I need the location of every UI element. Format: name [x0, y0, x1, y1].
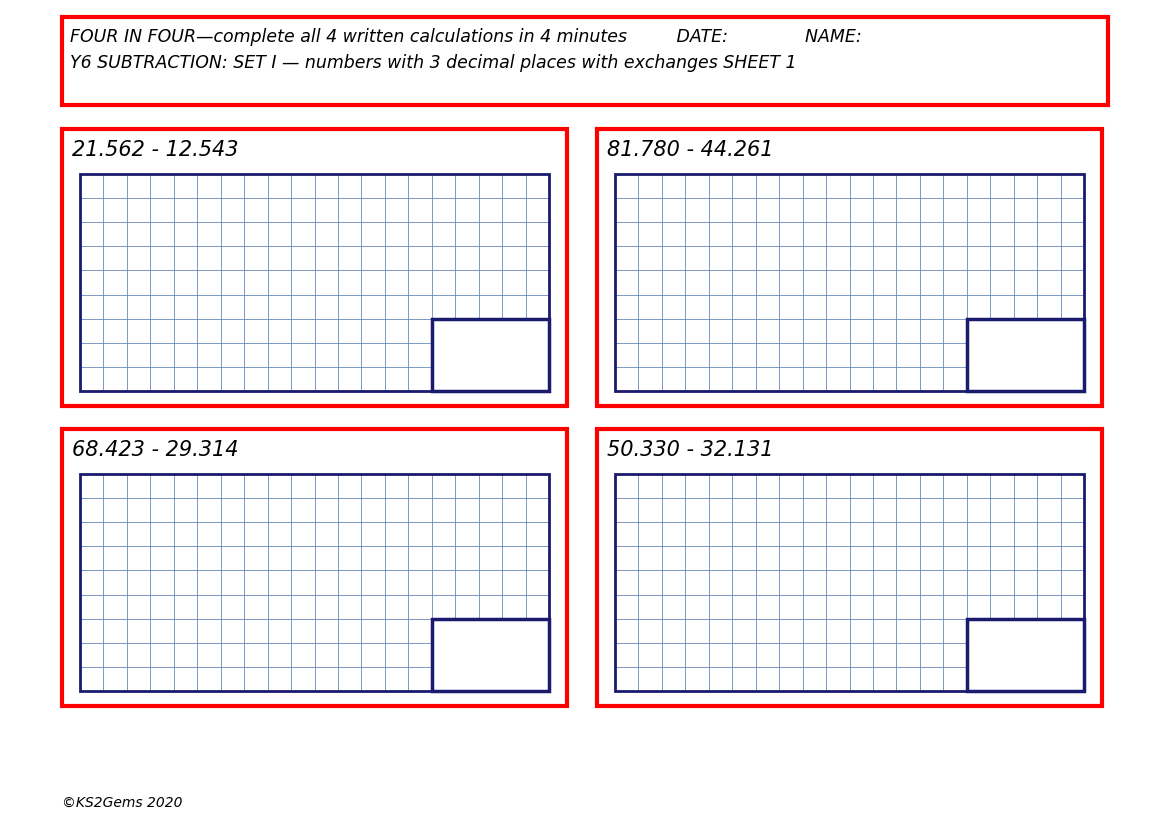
- Bar: [62, 18, 1108, 106]
- Bar: [966, 319, 1083, 391]
- Bar: [80, 174, 549, 391]
- Bar: [432, 319, 549, 391]
- Bar: [615, 475, 1083, 691]
- Text: FOUR IN FOUR—complete all 4 written calculations in 4 minutes         DATE:     : FOUR IN FOUR—complete all 4 written calc…: [70, 28, 862, 46]
- Bar: [615, 174, 1083, 391]
- Text: 50.330 - 32.131: 50.330 - 32.131: [607, 439, 773, 460]
- Bar: [597, 429, 1102, 706]
- Bar: [80, 475, 549, 691]
- Bar: [966, 619, 1083, 691]
- Bar: [615, 174, 1083, 391]
- Bar: [432, 619, 549, 691]
- Text: ©KS2Gems 2020: ©KS2Gems 2020: [62, 795, 183, 809]
- Bar: [80, 475, 549, 691]
- Text: Y6 SUBTRACTION: SET I — numbers with 3 decimal places with exchanges SHEET 1: Y6 SUBTRACTION: SET I — numbers with 3 d…: [70, 54, 797, 72]
- Bar: [597, 130, 1102, 407]
- Text: 81.780 - 44.261: 81.780 - 44.261: [607, 140, 773, 160]
- Bar: [62, 429, 567, 706]
- Text: 68.423 - 29.314: 68.423 - 29.314: [73, 439, 239, 460]
- Bar: [62, 130, 567, 407]
- Bar: [615, 475, 1083, 691]
- Text: 21.562 - 12.543: 21.562 - 12.543: [73, 140, 239, 160]
- Bar: [80, 174, 549, 391]
